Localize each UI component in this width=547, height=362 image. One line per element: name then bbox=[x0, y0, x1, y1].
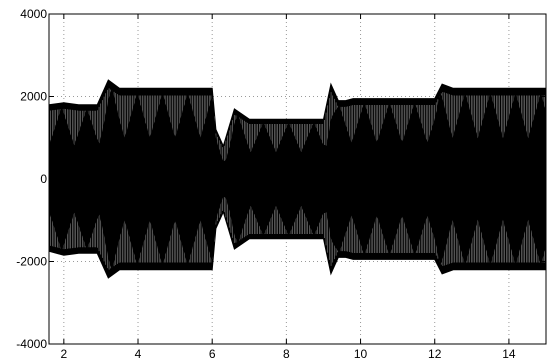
x-tick-label: 8 bbox=[283, 347, 290, 361]
x-tick-label: 2 bbox=[60, 347, 67, 361]
x-tick-label: 12 bbox=[428, 347, 442, 361]
y-tick-label: -2000 bbox=[16, 255, 47, 269]
signal-core bbox=[49, 87, 546, 271]
x-tick-label: 14 bbox=[502, 347, 516, 361]
x-tick-label: 10 bbox=[354, 347, 368, 361]
plot-area bbox=[48, 79, 547, 279]
y-tick-label: 0 bbox=[40, 172, 47, 186]
y-axis: 4000 2000 0 -2000 -4000 bbox=[16, 7, 546, 351]
x-tick-label: 4 bbox=[135, 347, 142, 361]
x-tick-label: 6 bbox=[209, 347, 216, 361]
y-tick-label: -4000 bbox=[16, 337, 47, 351]
x-axis: 2 4 6 8 10 12 14 bbox=[60, 14, 516, 361]
y-tick-label: 4000 bbox=[20, 7, 47, 21]
y-tick-label: 2000 bbox=[20, 90, 47, 104]
